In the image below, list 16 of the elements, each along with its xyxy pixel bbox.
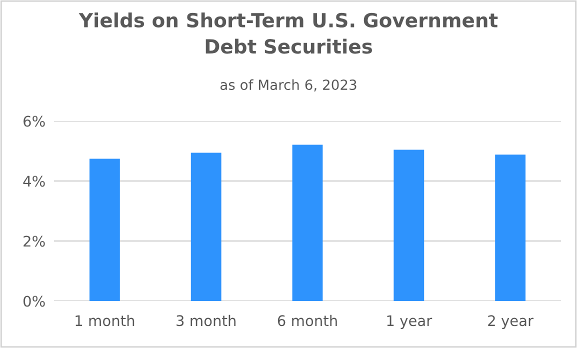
y-tick-label: 2%: [24, 236, 45, 247]
bar: [292, 144, 323, 301]
chart-subtitle: as of March 6, 2023: [220, 79, 356, 92]
y-tick-label: 0%: [23, 296, 45, 307]
bar: [495, 154, 526, 301]
bar: [394, 150, 424, 301]
x-tick-label: 1 year: [387, 315, 432, 330]
x-tick-label: 2 year: [488, 315, 534, 330]
y-tick-label: 4%: [23, 176, 45, 187]
x-tick-label: 6 month: [278, 314, 337, 326]
bar: [190, 152, 222, 301]
y-tick-label: 6%: [24, 116, 45, 127]
chart-title: Yields on Short-Term U.S. Government Debt Securities: [78, 12, 498, 54]
x-tick-label: 1 month: [76, 314, 134, 326]
bar: [89, 158, 120, 301]
x-tick-label: 3 month: [176, 314, 236, 326]
